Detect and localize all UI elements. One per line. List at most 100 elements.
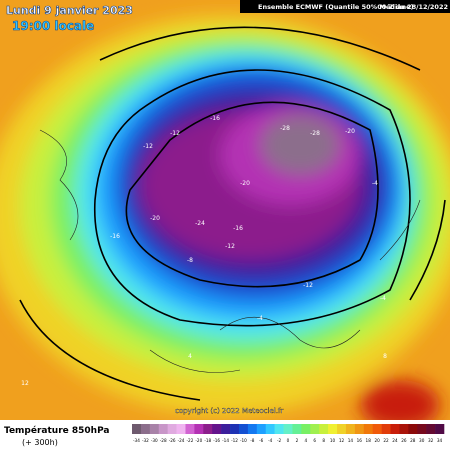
scale-swatch bbox=[345, 424, 356, 434]
scale-label: 0 bbox=[287, 438, 290, 443]
scale-swatch bbox=[399, 424, 409, 434]
scale-swatch bbox=[194, 424, 204, 434]
scale-swatch bbox=[292, 424, 302, 434]
scale-swatch bbox=[390, 424, 400, 434]
contour-label: -12 bbox=[225, 243, 235, 250]
scale-label: 26 bbox=[401, 438, 407, 443]
scale-swatch bbox=[274, 424, 284, 434]
scale-swatch bbox=[132, 424, 142, 434]
scale-swatch bbox=[256, 424, 267, 434]
scale-swatch bbox=[283, 424, 293, 434]
scale-label: 18 bbox=[366, 438, 372, 443]
scale-swatch bbox=[435, 424, 445, 434]
contours bbox=[19, 26, 446, 401]
scale-label: -16 bbox=[213, 438, 220, 443]
scale-label: 16 bbox=[357, 438, 363, 443]
scale-label: 34 bbox=[437, 438, 443, 443]
scale-swatch bbox=[221, 424, 231, 434]
scale-swatch bbox=[203, 424, 213, 434]
contour-label: -16 bbox=[110, 233, 120, 240]
contour-label: -28 bbox=[280, 125, 290, 132]
scale-label: 22 bbox=[383, 438, 389, 443]
scale-swatch bbox=[337, 424, 347, 434]
scale-swatch bbox=[158, 424, 168, 434]
contour-label: -28 bbox=[310, 130, 320, 137]
scale-swatch bbox=[149, 424, 160, 434]
scale-label: -26 bbox=[169, 438, 176, 443]
scale-label: 32 bbox=[428, 438, 434, 443]
contour-label: -12 bbox=[143, 143, 153, 150]
forecast-date: Lundi 9 janvier 2023 bbox=[6, 4, 133, 17]
contour-label: 8 bbox=[383, 353, 387, 360]
scale-label: 14 bbox=[348, 438, 354, 443]
header-bar bbox=[240, 0, 450, 13]
scale-swatch bbox=[176, 424, 186, 434]
scale-label: 2 bbox=[296, 438, 299, 443]
scale-swatch bbox=[301, 424, 311, 434]
legend-subtitle: (+ 300h) bbox=[22, 438, 58, 447]
coastlines bbox=[39, 129, 421, 373]
scale-swatch bbox=[417, 424, 427, 434]
scale-label: -34 bbox=[133, 438, 140, 443]
scale-label: 24 bbox=[392, 438, 398, 443]
scale-swatch bbox=[167, 424, 177, 434]
contour-label: -4 bbox=[380, 295, 386, 302]
forecast-time: 19:00 locale bbox=[12, 19, 94, 33]
contour-label: -4 bbox=[372, 180, 378, 187]
scale-label: -12 bbox=[231, 438, 238, 443]
contour-label: -12 bbox=[303, 282, 313, 289]
scale-label: 20 bbox=[374, 438, 380, 443]
scale-label: -2 bbox=[277, 438, 282, 443]
scale-swatch bbox=[319, 424, 329, 434]
copyright: copyright (c) 2022 Meteociel.fr bbox=[175, 407, 283, 415]
scale-swatch bbox=[363, 424, 373, 434]
scale-label: -22 bbox=[187, 438, 194, 443]
scale-label: 6 bbox=[313, 438, 316, 443]
contour-label: -16 bbox=[210, 115, 220, 122]
scale-label: 4 bbox=[304, 438, 307, 443]
contour-label: -24 bbox=[195, 220, 205, 227]
contour-label: -4 bbox=[257, 315, 263, 322]
scale-swatch bbox=[372, 424, 382, 434]
scale-label: -32 bbox=[142, 438, 149, 443]
scale-swatch bbox=[265, 424, 275, 434]
scale-swatch bbox=[247, 424, 258, 434]
scale-swatch bbox=[310, 424, 320, 434]
scale-label: -24 bbox=[178, 438, 185, 443]
scale-label: 28 bbox=[410, 438, 416, 443]
scale-label: -4 bbox=[268, 438, 273, 443]
run-info: 00 Z du 28/12/2022 bbox=[377, 3, 448, 11]
scale-swatch bbox=[426, 424, 436, 434]
scale-swatch bbox=[212, 424, 222, 434]
scale-swatch bbox=[140, 424, 151, 434]
contour-label: -20 bbox=[345, 128, 355, 135]
contour-label: -20 bbox=[150, 215, 160, 222]
contour-label: -8 bbox=[187, 257, 193, 264]
scale-label: 8 bbox=[322, 438, 325, 443]
scale-label: -20 bbox=[195, 438, 202, 443]
scale-label: -28 bbox=[160, 438, 167, 443]
scale-swatch bbox=[408, 424, 418, 434]
scale-swatch bbox=[185, 424, 195, 434]
model-info: Ensemble ECMWF (Quantile 50% Médiane) bbox=[258, 3, 414, 11]
scale-label: -8 bbox=[250, 438, 255, 443]
scale-swatch bbox=[381, 424, 391, 434]
scale-swatch bbox=[328, 424, 338, 434]
scale-swatch bbox=[230, 424, 240, 434]
scale-label: -10 bbox=[240, 438, 247, 443]
contour-label: -12 bbox=[170, 130, 180, 137]
legend-title: Température 850hPa bbox=[4, 425, 110, 436]
contour-label: -16 bbox=[233, 225, 243, 232]
scale-label: -30 bbox=[151, 438, 158, 443]
scale-label: -18 bbox=[204, 438, 211, 443]
scale-label: 10 bbox=[330, 438, 336, 443]
contour-label: 4 bbox=[188, 353, 192, 360]
contour-label: -20 bbox=[240, 180, 250, 187]
scale-label: 30 bbox=[419, 438, 425, 443]
scale-label: -6 bbox=[259, 438, 264, 443]
scale-swatch bbox=[238, 424, 249, 434]
scale-label: 12 bbox=[339, 438, 345, 443]
scale-label: -14 bbox=[222, 438, 229, 443]
